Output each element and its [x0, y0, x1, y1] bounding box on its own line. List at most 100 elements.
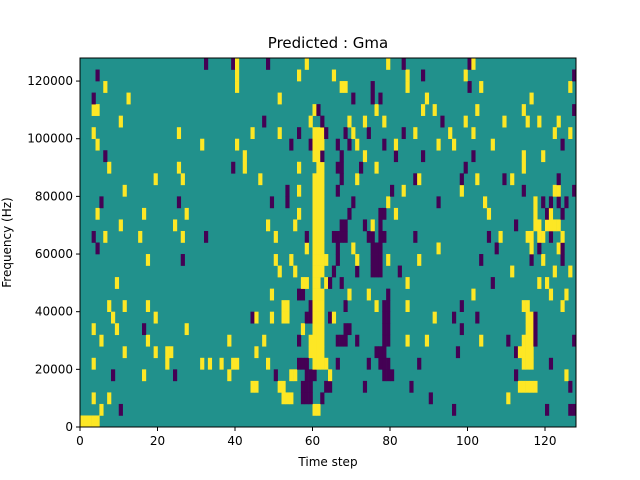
heatmap-cell [91, 92, 96, 105]
heatmap-cell [386, 196, 391, 209]
heatmap-cell [304, 392, 309, 405]
heatmap-cell [339, 219, 344, 232]
heatmap-cell [231, 58, 236, 70]
heatmap-cell [525, 346, 530, 359]
heatmap-cell [564, 369, 569, 382]
heatmap-cell [91, 392, 96, 405]
heatmap-cell [254, 311, 259, 324]
heatmap-cell [498, 230, 503, 243]
heatmap-cell [502, 173, 507, 186]
heatmap-cell [312, 369, 317, 382]
heatmap-cell [269, 288, 275, 301]
heatmap-cell [266, 58, 271, 70]
heatmap-cell [370, 254, 375, 266]
heatmap-cell [548, 196, 554, 209]
heatmap-cell [343, 323, 348, 336]
heatmap-cell [304, 311, 309, 324]
heatmap-cell [525, 380, 530, 393]
heatmap-cell [103, 230, 108, 243]
heatmap-cell [304, 380, 309, 393]
heatmap-cell [548, 288, 554, 301]
heatmap-cell [328, 277, 333, 289]
heatmap-cell [122, 346, 127, 359]
heatmap-cell [320, 323, 325, 336]
heatmap-cell [572, 403, 577, 416]
heatmap-cell [366, 288, 371, 301]
heatmap-cell [572, 104, 577, 116]
heatmap-cell [289, 254, 294, 266]
heatmap-cell [560, 207, 565, 220]
heatmap-cell [556, 242, 561, 255]
heatmap-cell [312, 346, 317, 359]
heatmap-cell [382, 334, 387, 347]
heatmap-cell [475, 173, 480, 186]
heatmap-cell [548, 357, 554, 370]
heatmap-cell [235, 138, 240, 151]
heatmap-cell [312, 219, 317, 232]
y-tick-label: 20000 [35, 362, 73, 376]
heatmap-cell [281, 300, 286, 312]
heatmap-cell [142, 323, 147, 336]
heatmap-cell [107, 392, 112, 405]
heatmap-cell [521, 150, 526, 163]
heatmap-cell [87, 415, 92, 428]
heatmap-cell [452, 311, 457, 324]
heatmap-cell [320, 392, 325, 405]
heatmap-cell [467, 81, 472, 93]
heatmap-cell [463, 115, 468, 128]
heatmap-cell [204, 58, 209, 70]
heatmap-cell [537, 242, 542, 255]
heatmap-cell [300, 392, 306, 405]
heatmap-cell [204, 230, 209, 243]
heatmap-cell [312, 138, 317, 151]
heatmap-cell [374, 300, 379, 312]
heatmap-cell [312, 277, 317, 289]
heatmap-cell [262, 115, 267, 128]
heatmap-cell [176, 161, 182, 174]
heatmap-cell [343, 334, 348, 347]
heatmap-cell [335, 161, 340, 174]
heatmap-cell [316, 127, 321, 140]
heatmap-cell [316, 311, 321, 324]
heatmap-cell [564, 196, 569, 209]
heatmap-cell [421, 69, 426, 82]
heatmap-cell [114, 277, 120, 289]
heatmap-cell [231, 357, 236, 370]
heatmap-cell [533, 380, 538, 393]
heatmap-cell [514, 369, 519, 382]
heatmap-cell [308, 369, 313, 382]
heatmap-cell [568, 81, 573, 93]
heatmap-cell [231, 161, 236, 174]
plot-area [79, 57, 577, 428]
heatmap-cell [529, 92, 534, 105]
heatmap-cell [370, 230, 375, 243]
heatmap-cell [490, 277, 495, 289]
heatmap-cell [316, 323, 321, 336]
heatmap-cell [328, 380, 333, 393]
heatmap-cell [207, 357, 213, 370]
heatmap-cell [370, 81, 375, 93]
heatmap-cell [165, 346, 170, 359]
heatmap-cell [320, 207, 325, 220]
heatmap-cell [273, 254, 278, 266]
heatmap-cell [390, 184, 395, 197]
heatmap-cell [180, 230, 185, 243]
heatmap-cell [304, 277, 309, 289]
heatmap-cell [386, 300, 391, 312]
heatmap-cell [316, 254, 321, 266]
heatmap-cell [568, 403, 573, 416]
heatmap-cell [320, 242, 325, 255]
heatmap-cell [316, 300, 321, 312]
heatmap-cell [386, 58, 391, 70]
heatmap-cell [297, 184, 302, 197]
heatmap-cell [242, 161, 247, 174]
heatmap-cell [424, 92, 430, 105]
heatmap-cell [440, 115, 445, 128]
heatmap-cell [521, 184, 526, 197]
heatmap-cell [556, 219, 561, 232]
heatmap-cell [289, 369, 294, 382]
heatmap-cell [312, 104, 317, 116]
heatmap-cell [300, 323, 306, 336]
heatmap-cell [401, 127, 406, 140]
heatmap-cell [351, 92, 356, 105]
